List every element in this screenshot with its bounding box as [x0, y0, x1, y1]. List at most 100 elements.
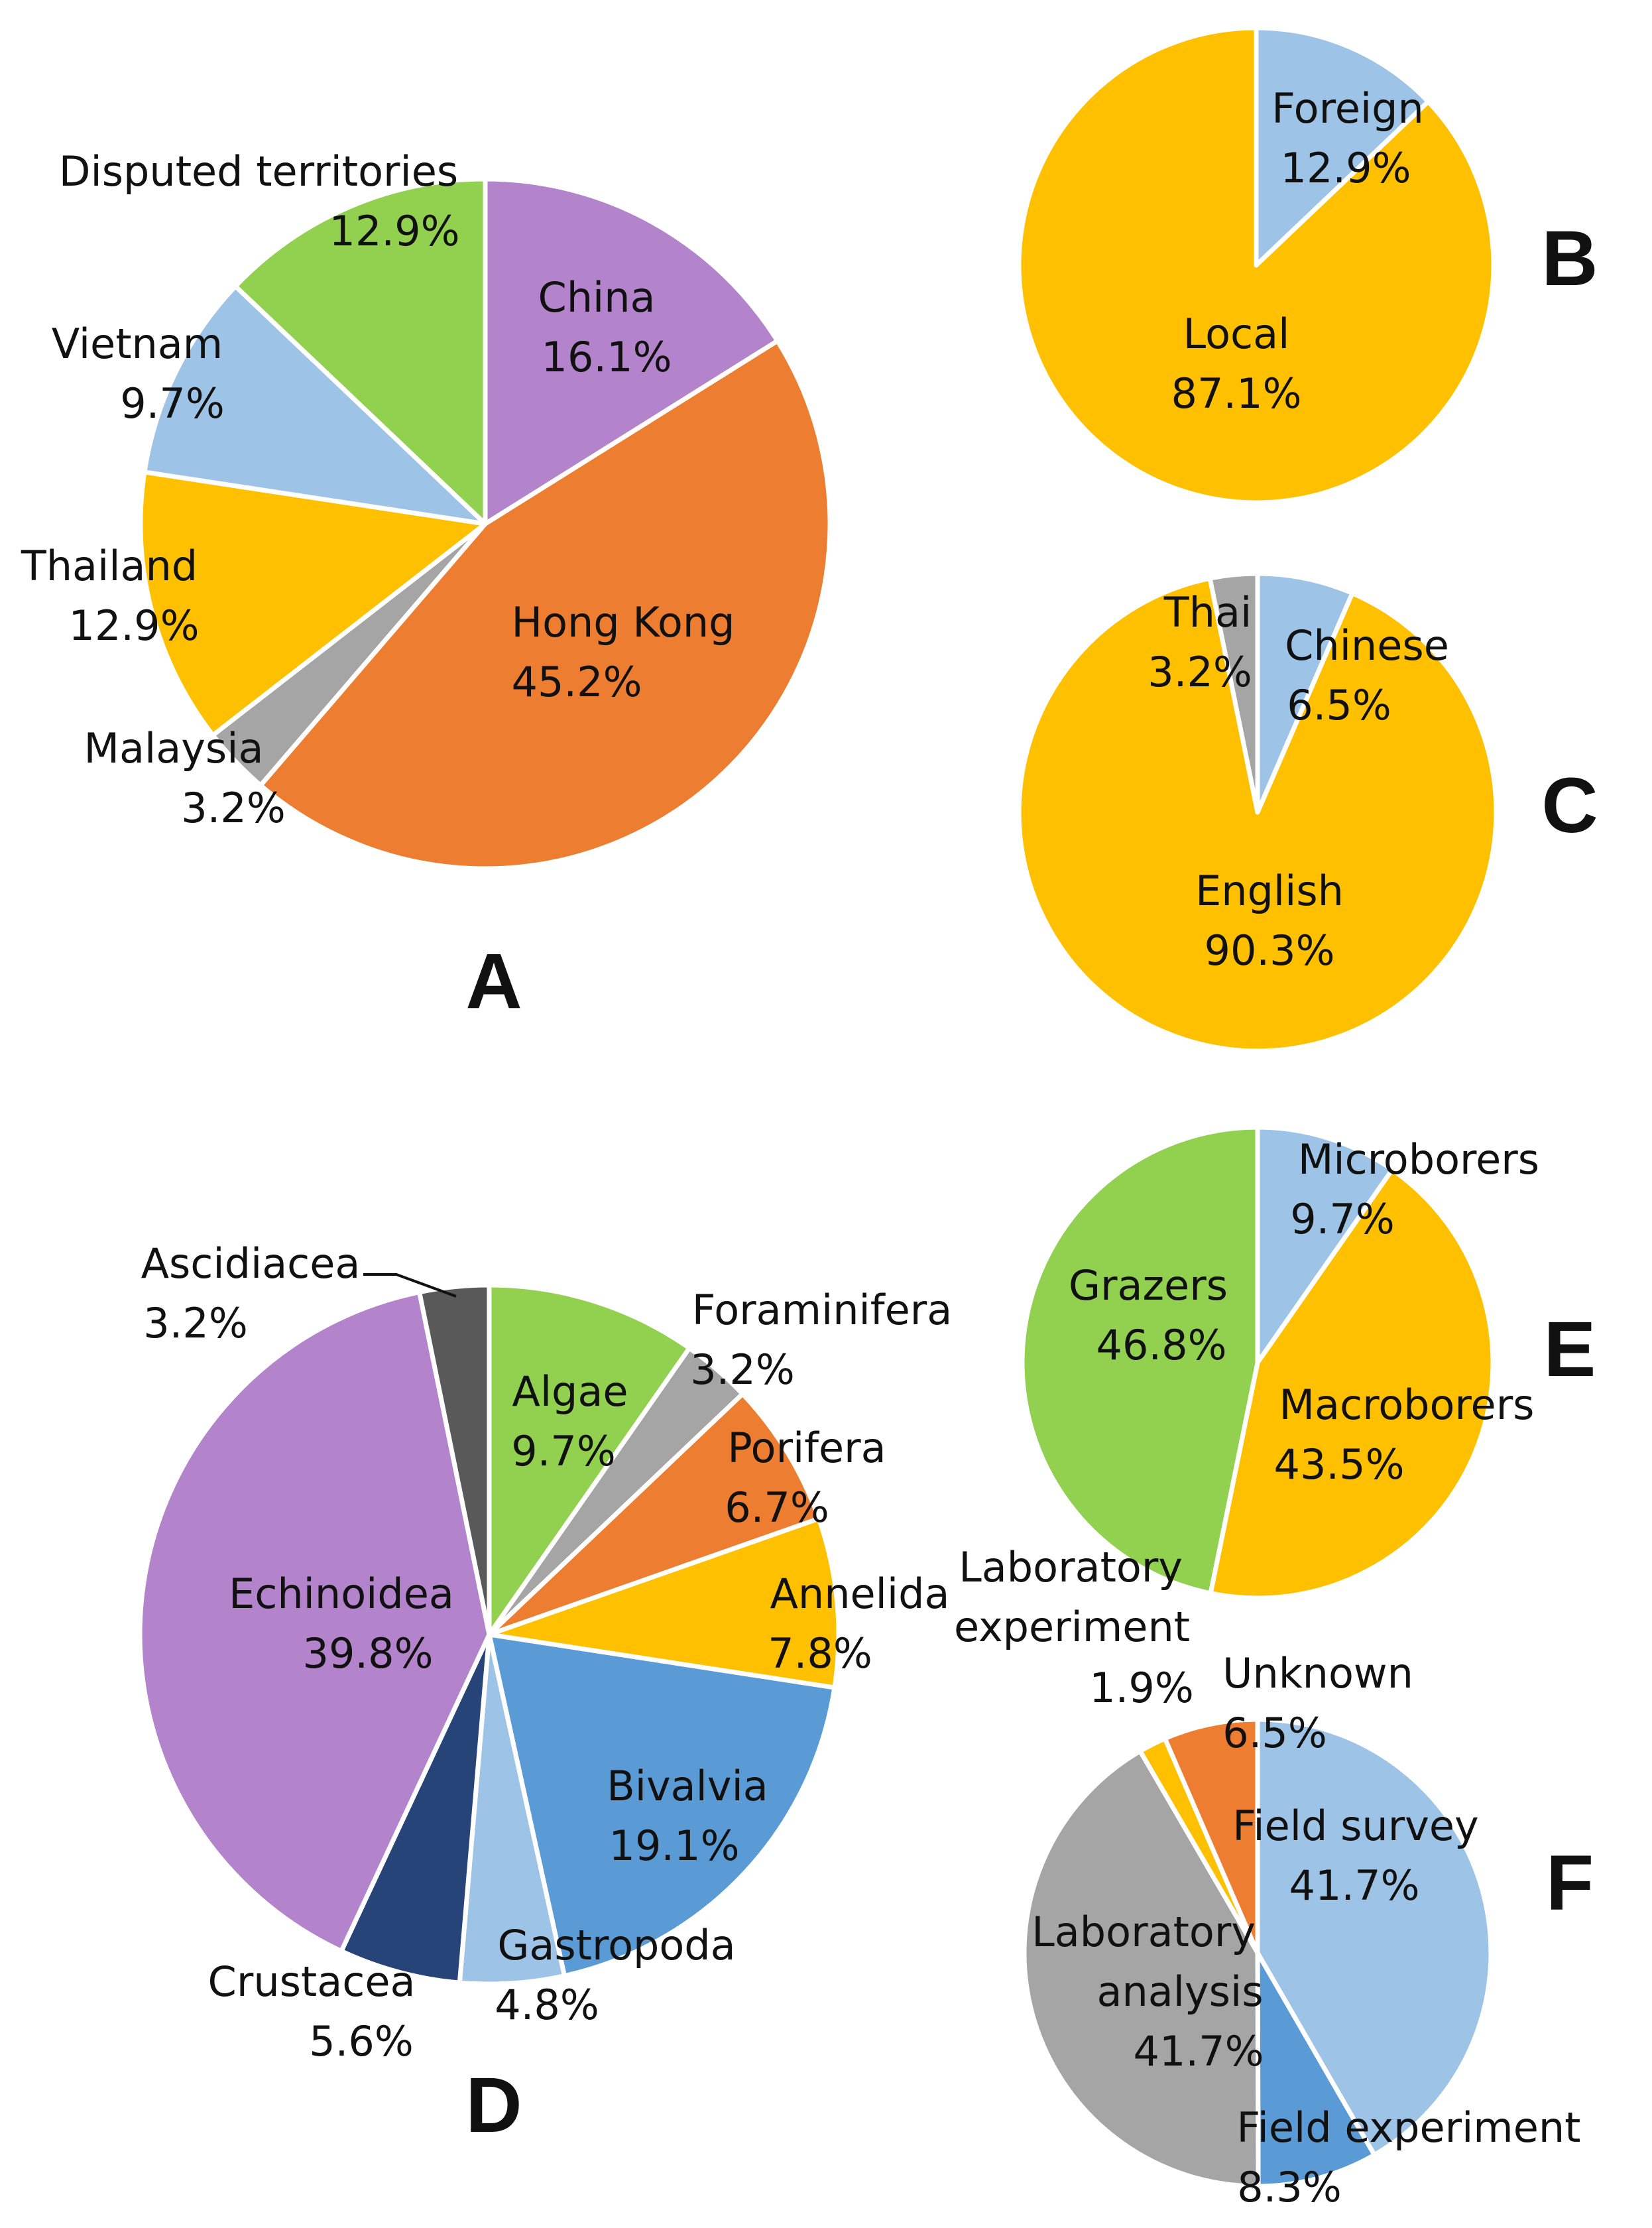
label-laboratory-experiment-line1: Laboratory [959, 1543, 1183, 1591]
pie-a-slice-thailand [138, 469, 488, 738]
label-algae: Algae [512, 1367, 628, 1416]
pct-thailand: 12.9% [69, 601, 200, 650]
ascidiacea-leader-line [363, 1273, 457, 1298]
pie-e-labels: Microborers 9.7% Macroborers 43.5% Graze… [1069, 1135, 1539, 1489]
pct-grazers: 46.8% [1096, 1321, 1227, 1369]
label-laboratory-analysis: Laboratory analysis [1032, 1908, 1268, 2016]
pie-c-labels: Chinese 6.5% English 90.3% Thai 3.2% [1148, 588, 1449, 975]
pct-field-survey: 41.7% [1289, 1861, 1420, 1910]
pct-algae: 9.7% [511, 1427, 616, 1475]
pie-d-slice-bivalvia [487, 1632, 837, 1979]
panel-letter-f: F [1546, 1839, 1594, 1927]
pct-hong-kong: 45.2% [512, 658, 642, 706]
pie-d-slice-porifera [487, 1391, 821, 1637]
pct-gastropoda: 4.8% [495, 1981, 599, 2029]
label-bivalvia: Bivalvia [607, 1762, 768, 1810]
pct-ascidiacea: 3.2% [143, 1299, 248, 1347]
pie-d-slice-echinoidea [137, 1290, 492, 1953]
pie-c-slice-english [1016, 576, 1499, 1054]
pie-d-slice-ascidiacea [417, 1282, 492, 1637]
pie-chart-c [1016, 571, 1499, 1054]
label-laboratory-experiment-line2: experiment [954, 1603, 1190, 1651]
panel-letter-e: E [1544, 1306, 1596, 1393]
pie-f-slice-laboratory-analysis [1022, 1749, 1261, 2189]
label-crustacea: Crustacea [208, 1957, 416, 2006]
pie-a-slice-hong-kong [258, 338, 833, 871]
label-chinese: Chinese [1285, 621, 1449, 670]
label-local: Local [1183, 310, 1290, 358]
pct-foraminifera: 3.2% [690, 1345, 795, 1394]
pct-chinese: 6.5% [1287, 681, 1391, 729]
pie-chart-f [1022, 1717, 1494, 2189]
label-microborers: Microborers [1298, 1135, 1539, 1184]
pie-e-slice-microborers [1255, 1125, 1395, 1365]
label-annelida: Annelida [770, 1570, 950, 1618]
pct-porifera: 6.7% [725, 1483, 829, 1532]
label-macroborers: Macroborers [1279, 1381, 1535, 1429]
pct-foreign: 12.9% [1281, 144, 1411, 192]
label-foreign: Foreign [1271, 84, 1424, 133]
label-grazers: Grazers [1069, 1261, 1228, 1310]
pct-crustacea: 5.6% [309, 2017, 414, 2066]
label-unknown: Unknown [1222, 1649, 1413, 1698]
pct-laboratory-analysis: 41.7% [1134, 2027, 1264, 2075]
pct-unknown: 6.5% [1222, 1709, 1327, 1757]
label-malaysia: Malaysia [84, 724, 264, 773]
label-laboratory-analysis-line1: Laboratory [1032, 1908, 1256, 1956]
pct-thai: 3.2% [1148, 648, 1252, 696]
label-gastropoda: Gastropoda [497, 1921, 735, 1969]
pie-f-slice-field-survey [1255, 1717, 1494, 2158]
label-vietnam: Vietnam [52, 320, 223, 368]
pie-e-slice-grazers [1020, 1125, 1260, 1596]
pct-local: 87.1% [1171, 369, 1302, 418]
pie-chart-d [137, 1282, 841, 1987]
pie-d-labels: Algae 9.7% Foraminifera 3.2% Porifera 6.… [141, 1239, 953, 2066]
pct-annelida: 7.8% [768, 1629, 872, 1678]
pie-a-slice-disputed-territories [233, 176, 488, 526]
pie-chart-b [1016, 25, 1496, 505]
label-laboratory-experiment: Laboratory experiment [954, 1543, 1196, 1651]
label-ascidiacea: Ascidiacea [141, 1239, 361, 1288]
pie-b-labels: Foreign 12.9% Local 87.1% [1171, 84, 1424, 418]
label-field-experiment: Field experiment [1237, 2103, 1581, 2152]
panel-letter-d: D [465, 2062, 522, 2149]
panel-letter-c: C [1541, 762, 1598, 849]
label-field-survey: Field survey [1232, 1802, 1478, 1850]
pie-b-slice-local [1016, 25, 1496, 505]
pie-d-slice-algae [487, 1282, 692, 1637]
label-foraminifera: Foraminifera [692, 1286, 952, 1334]
pie-f-labels: Field survey 41.7% Field experiment 8.3%… [954, 1543, 1581, 2211]
pct-disputed-territories: 12.9% [329, 207, 460, 255]
panel-letter-b: B [1541, 215, 1598, 302]
label-porifera: Porifera [727, 1424, 886, 1472]
pct-echinoidea: 39.8% [303, 1629, 434, 1678]
label-disputed-territories: Disputed territories [59, 147, 458, 196]
pie-c-slice-thai [1207, 571, 1260, 815]
pie-f-slice-field-experiment [1255, 1950, 1377, 2189]
panel-letter-a: A [465, 938, 522, 1025]
pct-malaysia: 3.2% [181, 784, 286, 832]
pct-vietnam: 9.7% [120, 379, 225, 428]
pie-a-slice-china [483, 176, 780, 526]
pie-chart-a [138, 176, 833, 871]
pct-microborers: 9.7% [1290, 1195, 1395, 1243]
pie-e-slice-macroborers [1208, 1167, 1496, 1601]
pie-d-slice-annelida [487, 1516, 841, 1690]
pct-bivalvia: 19.1% [609, 1822, 740, 1870]
label-hong-kong: Hong Kong [511, 598, 735, 647]
pct-field-experiment: 8.3% [1237, 2163, 1342, 2211]
label-laboratory-analysis-line2: analysis [1096, 1967, 1263, 2016]
pct-china: 16.1% [542, 333, 672, 381]
pct-laboratory-experiment: 1.9% [1089, 1664, 1194, 1712]
pie-chart-e [1020, 1125, 1496, 1601]
pie-d-slice-crustacea [339, 1632, 492, 1985]
pie-a-labels: China 16.1% Hong Kong 45.2% Malaysia 3.2… [21, 147, 735, 832]
pie-b-slice-foreign [1254, 25, 1431, 268]
label-china: China [538, 273, 655, 322]
pie-a-slice-vietnam [142, 284, 488, 526]
pct-macroborers: 43.5% [1274, 1440, 1405, 1489]
pct-english: 90.3% [1205, 926, 1335, 975]
label-english: English [1195, 867, 1344, 915]
label-thai: Thai [1163, 588, 1252, 637]
